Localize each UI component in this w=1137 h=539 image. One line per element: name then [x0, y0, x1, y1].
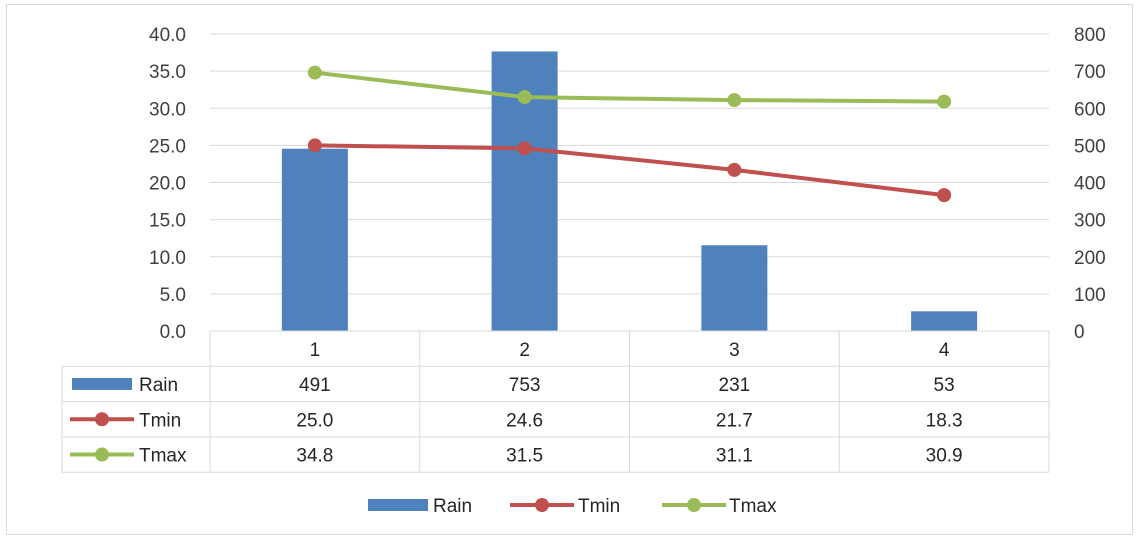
table-cell: 18.3 [926, 410, 963, 431]
tmax-point [937, 94, 952, 109]
legend-tmax-marker [687, 498, 701, 512]
y-right-tick-label: 500 [1074, 136, 1106, 157]
tmin-line [314, 143, 945, 198]
y-right-tick-label: 0 [1074, 322, 1085, 343]
tmax-table-label: Tmax [139, 446, 187, 467]
y-right-tick-label: 300 [1074, 211, 1106, 232]
y-right-tick-label: 800 [1074, 25, 1106, 46]
table-cell: 24.6 [506, 410, 543, 431]
tmax-legend-marker [95, 447, 109, 462]
table-cell: 25.0 [296, 410, 333, 431]
table-cell: 21.7 [716, 410, 753, 431]
tmax-point [307, 65, 322, 80]
table-cell: 53 [934, 375, 955, 396]
tmin-point [727, 162, 742, 177]
tmax-line [314, 70, 945, 104]
y-right-tick-label: 600 [1074, 99, 1106, 120]
rain-legend-key [72, 377, 132, 390]
tmax-point [517, 90, 532, 105]
rain-table-label: Rain [139, 375, 178, 396]
table-cell: 31.5 [506, 446, 543, 467]
y-left-tick-label: 15.0 [149, 211, 186, 232]
tmin-point [517, 141, 532, 156]
chart-frame [6, 4, 1133, 535]
category-label: 1 [310, 340, 321, 361]
y-left-tick-label: 20.0 [149, 174, 186, 195]
rain-bar [281, 148, 348, 331]
tmin-point [307, 138, 322, 153]
legend-tmax-label: Tmax [729, 496, 777, 517]
y-left-tick-label: 35.0 [149, 62, 186, 83]
category-label: 3 [729, 340, 740, 361]
legend-rain-key [368, 499, 428, 511]
y-right-tick-label: 200 [1074, 248, 1106, 269]
rain-bar [701, 245, 768, 331]
rain-bar [911, 311, 978, 331]
y-left-tick-label: 40.0 [149, 25, 186, 46]
tmin-point [937, 188, 952, 203]
legend-rain-label: Rain [433, 496, 472, 517]
y-left-tick-label: 5.0 [160, 285, 186, 306]
tmin-table-label: Tmin [139, 410, 181, 431]
category-label: 4 [939, 340, 950, 361]
table-cell: 753 [509, 375, 541, 396]
tmax-point [727, 93, 742, 108]
y-right-tick-label: 100 [1074, 285, 1106, 306]
y-left-tick-label: 30.0 [149, 99, 186, 120]
y-right-tick-label: 400 [1074, 174, 1106, 195]
y-left-tick-label: 0.0 [160, 322, 186, 343]
table-cell: 31.1 [716, 446, 753, 467]
table-cell: 491 [299, 375, 331, 396]
table-cell: 30.9 [926, 446, 963, 467]
table-cell: 34.8 [296, 446, 333, 467]
category-label: 2 [519, 340, 530, 361]
table-cell: 231 [719, 375, 751, 396]
legend-tmin-label: Tmin [578, 496, 620, 517]
legend-tmin-marker [535, 498, 549, 512]
tmin-legend-marker [95, 412, 109, 427]
y-left-tick-label: 10.0 [149, 248, 186, 269]
y-right-tick-label: 700 [1074, 62, 1106, 83]
y-left-tick-label: 25.0 [149, 136, 186, 157]
